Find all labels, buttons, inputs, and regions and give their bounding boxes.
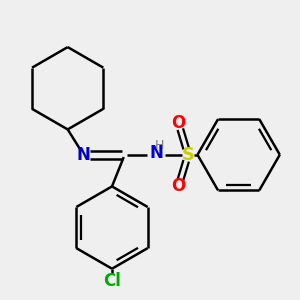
Text: Cl: Cl — [103, 272, 121, 290]
Text: N: N — [149, 144, 163, 162]
Text: N: N — [76, 146, 91, 164]
Text: O: O — [171, 177, 186, 195]
Text: S: S — [182, 146, 194, 164]
Text: O: O — [171, 114, 186, 132]
Text: H: H — [155, 140, 164, 152]
